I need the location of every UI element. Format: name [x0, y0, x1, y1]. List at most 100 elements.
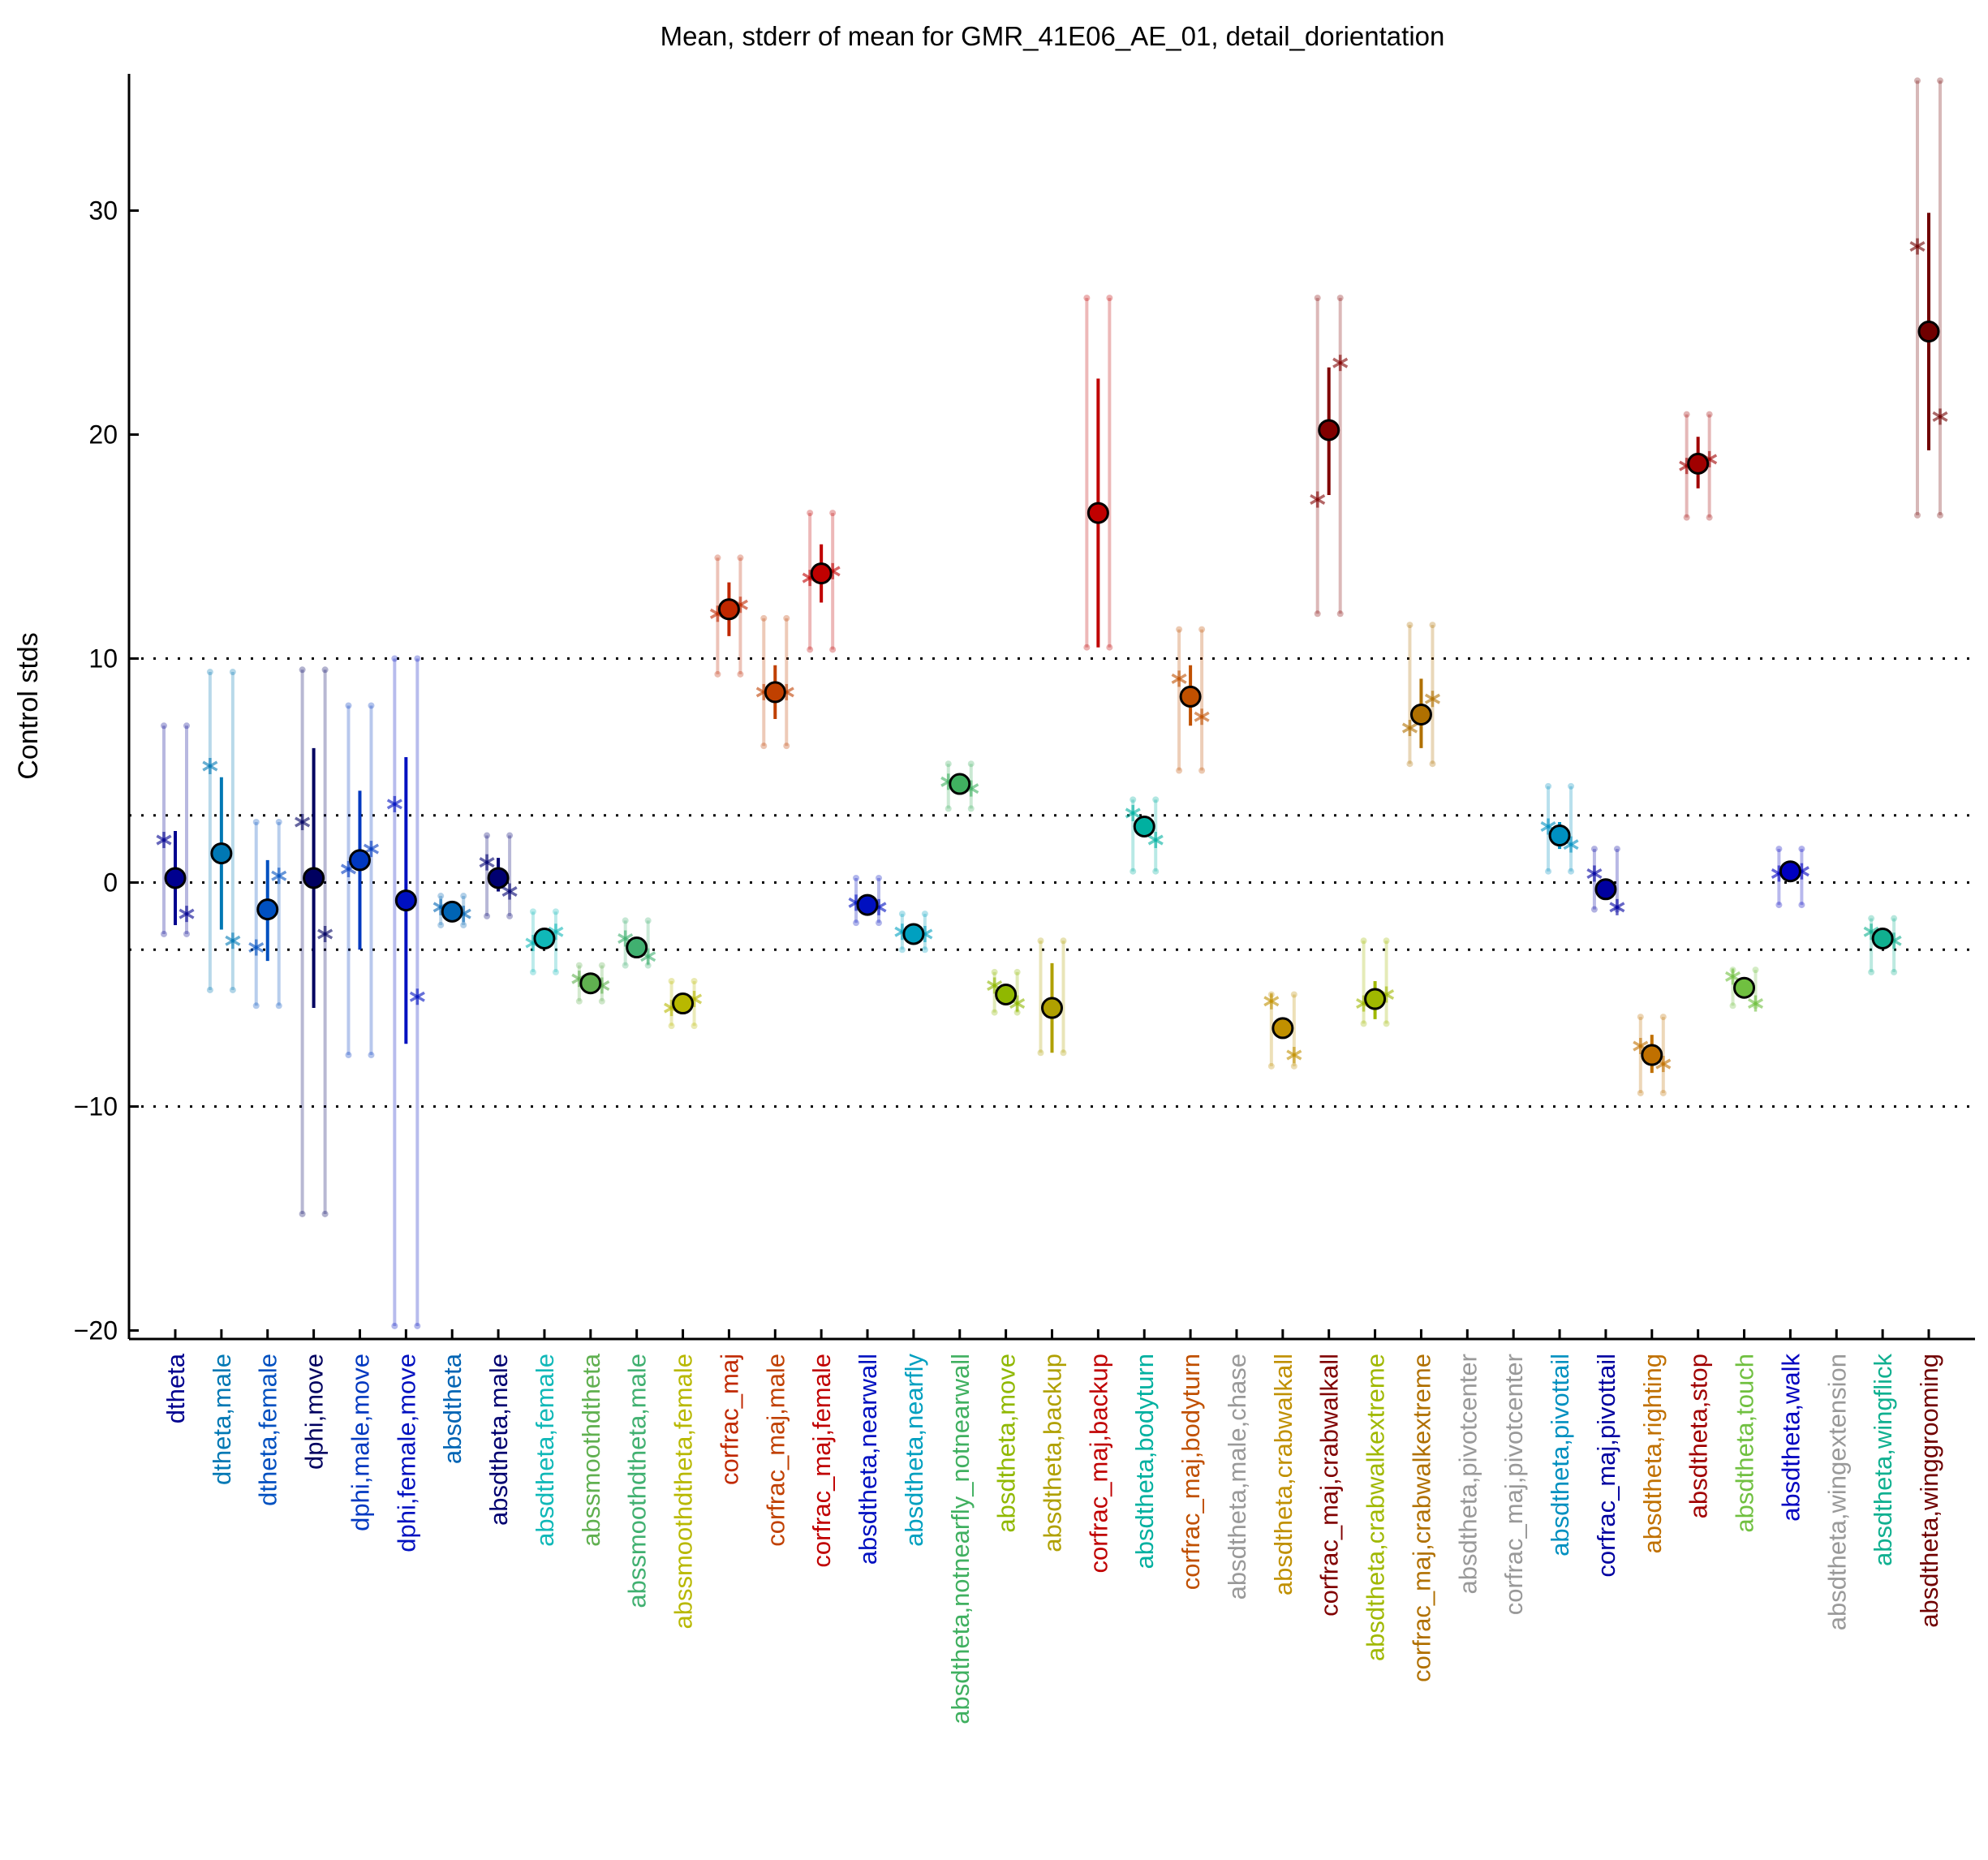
x-tick-label: absdtheta,touch: [1731, 1354, 1759, 1533]
x-tick-label: absdtheta: [438, 1353, 467, 1464]
mean-marker: [672, 992, 695, 1015]
range-end-dot: [807, 646, 814, 653]
range-end-dot: [1176, 767, 1183, 774]
male-female-star-marker: [386, 799, 402, 810]
male-female-star-marker: [1009, 998, 1026, 1010]
mean-marker: [1917, 321, 1940, 343]
category-marks: [1037, 937, 1067, 1057]
category-marks: [248, 818, 287, 1010]
range-end-dot: [829, 646, 837, 653]
range-end-dot: [1429, 622, 1436, 629]
male-female-star-marker: [1310, 494, 1326, 506]
range-end-dot: [1060, 1049, 1067, 1057]
range-end-dot: [1130, 796, 1137, 803]
y-tick-label: −20: [74, 1316, 118, 1345]
range-end-dot: [183, 722, 190, 730]
range-end-dot: [1868, 915, 1875, 922]
range-end-dot: [1914, 511, 1921, 519]
mean-marker: [949, 773, 971, 795]
male-female-star-marker: [1563, 839, 1579, 850]
x-tick-label: absdtheta,male,chase: [1223, 1354, 1251, 1600]
male-female-star-marker: [1747, 998, 1764, 1010]
male-female-star-marker: [248, 942, 265, 954]
range-end-dot: [1891, 968, 1898, 975]
y-axis-label: Control stds: [13, 632, 44, 779]
y-tick-label: 20: [88, 420, 118, 450]
range-end-dot: [1083, 644, 1091, 651]
category-marks: [1356, 937, 1395, 1027]
category-marks: [1679, 411, 1718, 521]
data-marks: [156, 77, 1948, 1329]
range-end-dot: [275, 1002, 282, 1010]
male-female-star-marker: [1540, 820, 1556, 833]
range-end-dot: [1336, 295, 1344, 302]
male-female-star-marker: [1586, 868, 1603, 879]
range-end-dot: [714, 670, 721, 678]
male-female-star-marker: [1332, 357, 1349, 368]
range-end-dot: [967, 760, 975, 768]
range-end-dot: [575, 962, 583, 969]
range-end-dot: [1290, 1062, 1297, 1070]
category-marks: [525, 908, 564, 975]
range-end-dot: [714, 554, 721, 562]
x-tick-label: absdtheta,notnearfly_notnearwall: [946, 1354, 975, 1724]
range-end-dot: [391, 655, 398, 662]
x-tick-label: corfrac_maj: [715, 1354, 743, 1485]
category-marks: [1540, 782, 1579, 875]
x-tick-label: absdtheta,backup: [1039, 1354, 1067, 1552]
range-end-dot: [299, 666, 306, 674]
mean-marker: [256, 898, 279, 921]
x-tick-label: absdtheta,nearwall: [854, 1354, 882, 1565]
range-end-dot: [414, 1322, 421, 1329]
range-end-dot: [1613, 846, 1620, 853]
male-female-star-marker: [987, 980, 1003, 991]
male-female-star-marker: [409, 991, 425, 1002]
mean-marker: [1871, 928, 1894, 949]
range-end-dot: [414, 655, 421, 662]
range-end-dot: [252, 1002, 260, 1010]
male-female-star-marker: [1171, 673, 1187, 684]
range-end-dot: [1060, 937, 1067, 945]
category-marks: [571, 962, 610, 1005]
x-tick-label: abssmoothdtheta,female: [669, 1354, 698, 1630]
male-female-star-marker: [1909, 241, 1926, 252]
category-marks: [340, 702, 380, 1059]
range-end-dot: [1937, 77, 1943, 84]
x-tick-label: corfrac_maj,female: [807, 1354, 836, 1568]
male-female-star-marker: [202, 760, 218, 772]
category-marks: [755, 614, 794, 750]
range-end-dot: [1568, 868, 1575, 875]
range-end-dot: [760, 743, 768, 750]
range-end-dot: [299, 1210, 306, 1217]
mean-marker: [1318, 419, 1340, 441]
range-end-dot: [945, 805, 952, 812]
range-end-dot: [183, 930, 190, 937]
category-marks: [156, 722, 195, 937]
range-end-dot: [1590, 906, 1598, 913]
range-end-dot: [1706, 411, 1713, 418]
male-female-star-marker: [1424, 693, 1440, 704]
range-end-dot: [876, 874, 883, 881]
range-end-dot: [1775, 846, 1783, 853]
male-female-star-marker: [1724, 971, 1741, 982]
x-tick-label: absdtheta,female: [531, 1354, 559, 1547]
x-tick-label: corfrac_maj,pivottail: [1592, 1354, 1620, 1578]
mean-marker: [626, 936, 648, 959]
mean-marker: [1641, 1044, 1663, 1066]
range-end-dot: [668, 1023, 675, 1030]
range-end-dot: [1290, 991, 1297, 998]
mean-marker: [995, 984, 1018, 1005]
mean-marker: [902, 923, 925, 945]
x-tick-label: corfrac_maj,backup: [1084, 1354, 1112, 1574]
range-end-dot: [853, 874, 860, 881]
category-marks: [1771, 846, 1809, 909]
x-tick-label: absdtheta,walk: [1776, 1354, 1805, 1522]
mean-marker: [579, 972, 602, 995]
x-tick-label: corfrac_maj,bodyturn: [1177, 1354, 1205, 1590]
range-end-dot: [691, 1023, 698, 1030]
range-end-dot: [1429, 760, 1436, 768]
mean-marker: [764, 681, 786, 704]
x-tick-label: corfrac_maj,crabwalkextreme: [1407, 1354, 1435, 1682]
range-end-dot: [460, 921, 467, 928]
range-end-dot: [484, 912, 491, 919]
